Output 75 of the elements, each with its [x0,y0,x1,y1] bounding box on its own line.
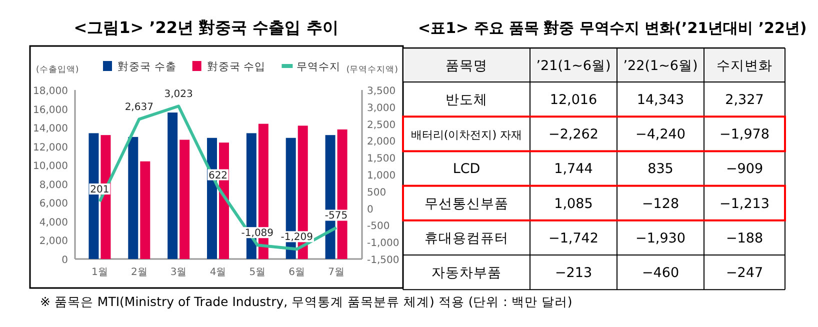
data-label: 201 [90,184,110,196]
legend-label: 무역수지 [296,61,341,73]
category-label: LCD [452,161,480,178]
y-tick-label: 12,000 [33,142,68,154]
data-label: 2,637 [124,102,154,114]
data-label: 2,327 [725,92,764,108]
data-label: −1,742 [548,230,598,246]
legend-label: 對중국 수출 [118,60,176,73]
legend-label: 對중국 수입 [207,60,266,73]
x-tick-label: 6월 [288,267,306,278]
data-label: 1,085 [554,196,593,212]
chart-title: <그림1> ’22년 對중국 수출입 추이 [74,18,338,37]
data-label: −188 [726,230,764,246]
x-tick-label: 5월 [249,267,266,278]
y-tick-label: 0 [62,255,68,266]
bar [140,161,150,259]
y-tick-label: 16,000 [33,104,68,116]
y2-tick-label: 3,000 [367,102,396,114]
data-label: 622 [208,170,228,182]
y2-tick-label: -1,000 [367,238,400,250]
y-tick-label: 2,000 [39,236,68,248]
category-label: 무선통신부품 [424,196,508,212]
bar [180,140,190,259]
y-tick-label: 8,000 [39,180,68,191]
data-label: −1,978 [720,126,770,143]
y2-tick-label: 2,500 [367,120,396,131]
y2-tick-label: 1,000 [367,170,396,182]
text: ’22(1~6월) [623,58,698,74]
bar [168,112,178,259]
bar [128,136,138,259]
x-tick-label: 3월 [170,267,187,278]
text: 품목명 [446,58,488,74]
category-label: 배터리(이차전지) 자재 [410,128,522,142]
y2-tick-label: -500 [367,221,390,232]
x-tick-label: 2월 [130,267,148,278]
category-label: 반도체 [446,92,488,108]
category-label: 자동차부품 [432,265,502,281]
y2-tick-label: 500 [367,187,386,198]
y-axis-title: (수출입액) [36,65,79,75]
data-label: -575 [324,210,348,222]
text: <표1> 주요 품목 對중 무역수지 변화(’21년대비 ’22년) [418,19,807,37]
data-label: −460 [642,265,680,281]
text: ※ 품목은 MTI(Ministry of Trade Industry, 무역통계 품목분류 체계) 적용 (단위 : 백만 달러) [40,294,572,309]
text: 수지변화 [716,58,772,74]
y-tick-label: 10,000 [33,161,68,172]
data-label: −4,240 [636,126,686,143]
y2-tick-label: 3,500 [367,86,396,97]
y2-tick-label: 2,000 [367,136,396,148]
data-label: 3,023 [164,89,193,100]
x-tick-label: 1월 [92,267,108,278]
data-label: −213 [554,265,592,281]
data-label: −909 [726,161,764,178]
data-label: -1,089 [241,228,274,240]
data-label: 835 [648,161,674,178]
data-label: −2,262 [548,126,598,143]
y-tick-label: 4,000 [39,217,68,228]
y-tick-label: 6,000 [39,198,68,210]
y2-tick-label: 1,500 [367,154,396,165]
x-tick-label: 4월 [210,267,226,278]
y-tick-label: 18,000 [33,86,68,97]
y2-axis-title: (무역수지액) [346,65,398,75]
data-label: −1,930 [636,230,686,246]
y2-tick-label: -1,500 [367,255,400,266]
data-label: −247 [726,265,764,281]
y-tick-label: 14,000 [33,124,68,135]
data-label: 12,016 [550,92,598,108]
text: ’21(1~6월) [536,58,611,74]
data-label: 1,744 [554,161,593,178]
data-label: 14,343 [636,92,684,108]
category-label: 휴대용컴퓨터 [424,230,508,246]
data-label: −1,213 [720,196,770,212]
data-label: -1,209 [280,232,313,244]
data-label: −128 [642,196,680,212]
x-tick-label: 7월 [328,267,344,278]
y2-tick-label: 0 [367,204,374,216]
